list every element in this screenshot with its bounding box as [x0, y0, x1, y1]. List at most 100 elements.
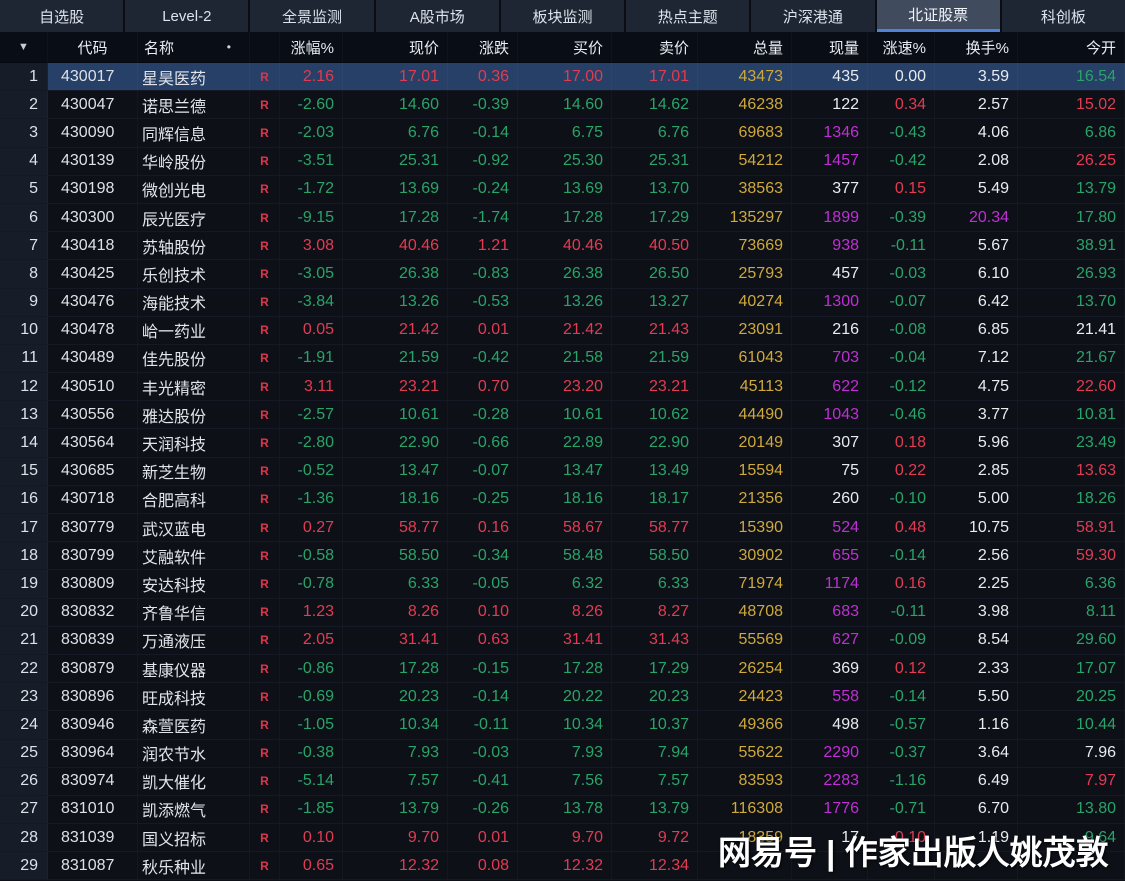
header-r-flag[interactable]: [250, 32, 280, 62]
table-row[interactable]: 6 430300 辰光医疗 R -9.15 17.28 -1.74 17.28 17.29 135…: [0, 203, 1125, 233]
table-row[interactable]: 26 830974 凯大催化 R -5.14 7.57 -0.41 7.56 7.57 83593…: [0, 767, 1125, 796]
cell-change: -0.05: [448, 570, 518, 597]
header-volume[interactable]: 总量: [698, 32, 792, 62]
tab-6[interactable]: 热点主题: [626, 0, 750, 32]
cell-price: 7.57: [343, 768, 448, 795]
cell-speed: 0.18: [868, 429, 935, 456]
header-open[interactable]: 今开: [1018, 32, 1125, 62]
header-row-num[interactable]: ▼: [0, 32, 48, 62]
tab-9[interactable]: 科创板: [1001, 0, 1125, 32]
cell-turnover: 4.75: [935, 373, 1018, 400]
header-change[interactable]: 涨跌: [448, 32, 518, 62]
table-row[interactable]: 17 830779 武汉蓝电 R 0.27 58.77 0.16 58.67 58.77 1539…: [0, 514, 1125, 543]
cell-turnover: 6.49: [935, 768, 1018, 795]
header-speed[interactable]: 涨速%: [868, 32, 935, 62]
cell-bid: 17.28: [518, 655, 612, 682]
header-code[interactable]: 代码: [48, 32, 138, 62]
table-row[interactable]: 14 430564 天润科技 R -2.80 22.90 -0.66 22.89 22.90 20…: [0, 429, 1125, 458]
header-name[interactable]: 名称 •: [138, 32, 250, 62]
table-row[interactable]: 16 430718 合肥高科 R -1.36 18.16 -0.25 18.16 18.17 21…: [0, 485, 1125, 514]
table-row[interactable]: 28 831039 国义招标 R 0.10 9.70 0.01 9.70 9.72 18359 17…: [0, 824, 1125, 853]
cell-turnover: 2.33: [935, 655, 1018, 682]
table-row[interactable]: 13 430556 雅达股份 R -2.57 10.61 -0.28 10.61 10.62 44…: [0, 401, 1125, 430]
table-row[interactable]: 3 430090 同辉信息 R -2.03 6.76 -0.14 6.75 6.76 69683 1…: [0, 119, 1125, 148]
cell-r-flag: R: [250, 768, 280, 795]
cell-code: 430425: [48, 260, 138, 287]
table-row[interactable]: 25 830964 润农节水 R -0.38 7.93 -0.03 7.93 7.94 55622…: [0, 739, 1125, 768]
table-row[interactable]: 20 830832 齐鲁华信 R 1.23 8.26 0.10 8.26 8.27 48708 68…: [0, 598, 1125, 627]
cell-name: 润农节水: [138, 740, 250, 767]
header-ask[interactable]: 卖价: [612, 32, 698, 62]
cell-name: 艾融软件: [138, 542, 250, 569]
cell-turnover: 6.85: [935, 317, 1018, 344]
table-row[interactable]: 19 830809 安达科技 R -0.78 6.33 -0.05 6.32 6.33 71974…: [0, 570, 1125, 599]
cell-change: -0.83: [448, 260, 518, 287]
cell-turnover: 3.59: [935, 63, 1018, 91]
cell-price: 9.70: [343, 824, 448, 851]
table-row[interactable]: 9 430476 海能技术 R -3.84 13.26 -0.53 13.26 13.27 402…: [0, 288, 1125, 317]
cell-volume: 48708: [698, 599, 792, 626]
tab-3[interactable]: 全景监测: [250, 0, 374, 32]
table-row[interactable]: 4 430139 华岭股份 R -3.51 25.31 -0.92 25.30 25.31 542…: [0, 147, 1125, 176]
cell-bid: 23.20: [518, 373, 612, 400]
tab-2[interactable]: Level-2: [125, 0, 249, 32]
table-row[interactable]: 22 830879 基康仪器 R -0.86 17.28 -0.15 17.28 17.29 26…: [0, 654, 1125, 684]
cell-cur-volume: 1346: [792, 119, 868, 146]
cell-change-pct: -0.86: [280, 655, 343, 682]
cell-name: 星昊医药: [138, 63, 250, 91]
cell-bid: 12.32: [518, 852, 612, 879]
cell-change: -0.14: [448, 119, 518, 146]
table-row[interactable]: 11 430489 佳先股份 R -1.91 21.59 -0.42 21.58 21.59 61…: [0, 344, 1125, 374]
cell-row-num: 21: [0, 626, 48, 654]
tab-1[interactable]: 自选股: [0, 0, 124, 32]
cell-cur-volume: 2290: [792, 740, 868, 767]
table-row[interactable]: 27 831010 凯添燃气 R -1.85 13.79 -0.26 13.78 13.79 11…: [0, 795, 1125, 825]
cell-price: 17.28: [343, 655, 448, 682]
cell-open: [1018, 852, 1125, 879]
cell-volume: 38563: [698, 176, 792, 203]
table-row[interactable]: 29 831087 秋乐种业 R 0.65 12.32 0.08 12.32 12.34: [0, 852, 1125, 881]
cell-code: 830839: [48, 627, 138, 654]
cell-change-pct: 0.65: [280, 852, 343, 879]
tab-5[interactable]: 板块监测: [500, 0, 625, 32]
cell-price: 6.33: [343, 570, 448, 597]
cell-code: 430047: [48, 91, 138, 118]
header-change-pct[interactable]: 涨幅%: [280, 32, 343, 62]
header-cur-volume[interactable]: 现量: [792, 32, 868, 62]
cell-speed: -0.10: [868, 486, 935, 513]
table-row[interactable]: 21 830839 万通液压 R 2.05 31.41 0.63 31.41 31.43 5556…: [0, 626, 1125, 655]
table-row[interactable]: 18 830799 艾融软件 R -0.58 58.50 -0.34 58.48 58.50 30…: [0, 542, 1125, 571]
cell-r-flag: R: [250, 232, 280, 259]
header-price[interactable]: 现价: [343, 32, 448, 62]
cell-speed: -0.09: [868, 627, 935, 654]
table-row[interactable]: 15 430685 新芝生物 R -0.52 13.47 -0.07 13.47 13.49 15…: [0, 457, 1125, 486]
table-row[interactable]: 8 430425 乐创技术 R -3.05 26.38 -0.83 26.38 26.50 257…: [0, 260, 1125, 289]
tab-8[interactable]: 北证股票: [876, 0, 1000, 32]
cell-turnover: 4.06: [935, 119, 1018, 146]
cell-row-num: 17: [0, 514, 48, 542]
table-row[interactable]: 23 830896 旺成科技 R -0.69 20.23 -0.14 20.22 20.23 24…: [0, 683, 1125, 712]
cell-change-pct: 0.27: [280, 514, 343, 541]
table-row[interactable]: 2 430047 诺思兰德 R -2.60 14.60 -0.39 14.60 14.62 462…: [0, 91, 1125, 120]
table-row[interactable]: 12 430510 丰光精密 R 3.11 23.21 0.70 23.20 23.21 4511…: [0, 373, 1125, 402]
header-turnover[interactable]: 换手%: [935, 32, 1018, 62]
tab-7[interactable]: 沪深港通: [751, 0, 875, 32]
cell-open: 38.91: [1018, 232, 1125, 259]
table-row[interactable]: 10 430478 峆一药业 R 0.05 21.42 0.01 21.42 21.43 2309…: [0, 316, 1125, 345]
cell-row-num: 10: [0, 316, 48, 344]
cell-turnover: 5.49: [935, 176, 1018, 203]
cell-row-num: 25: [0, 739, 48, 767]
cell-change-pct: 3.11: [280, 373, 343, 400]
header-bid[interactable]: 买价: [518, 32, 612, 62]
table-row[interactable]: 7 430418 苏轴股份 R 3.08 40.46 1.21 40.46 40.50 73669…: [0, 232, 1125, 261]
table-row[interactable]: 5 430198 微创光电 R -1.72 13.69 -0.24 13.69 13.70 385…: [0, 175, 1125, 204]
cell-ask: 14.62: [612, 91, 698, 118]
tab-4[interactable]: A股市场: [375, 0, 499, 32]
cell-ask: 17.29: [612, 655, 698, 682]
table-row[interactable]: 24 830946 森萱医药 R -1.05 10.34 -0.11 10.34 10.37 49…: [0, 711, 1125, 740]
table-row[interactable]: 1 430017 星昊医药 R 2.16 17.01 0.36 17.00 17.01 43473…: [0, 63, 1125, 92]
cell-change-pct: -0.38: [280, 740, 343, 767]
cell-row-num: 13: [0, 401, 48, 429]
cell-open: 13.79: [1018, 176, 1125, 203]
cell-name: 合肥高科: [138, 486, 250, 513]
